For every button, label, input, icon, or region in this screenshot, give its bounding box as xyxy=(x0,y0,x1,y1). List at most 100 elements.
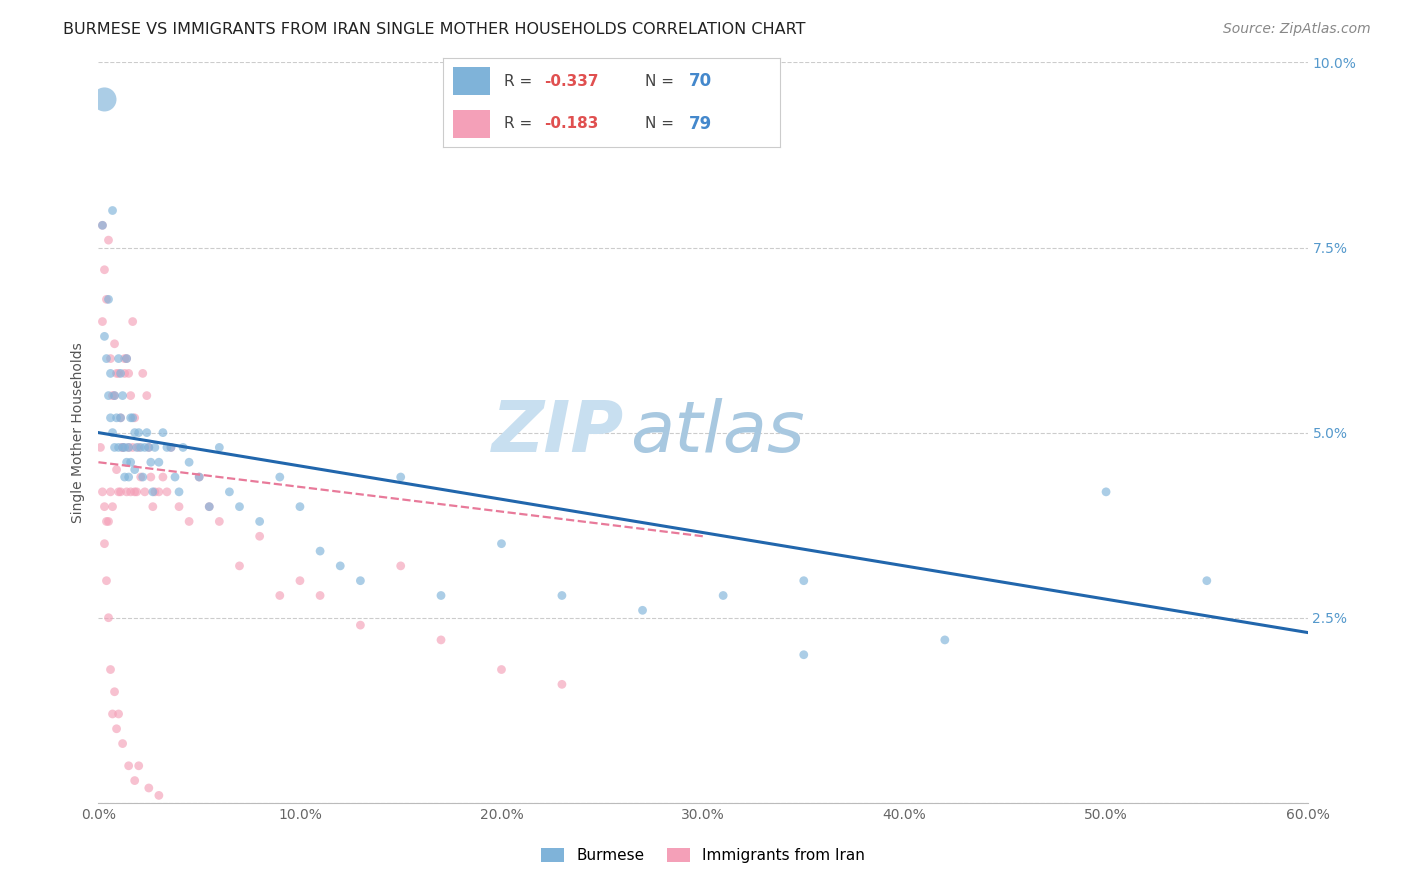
Point xyxy=(491,663,513,677)
Point xyxy=(152,425,174,440)
Point xyxy=(138,441,160,455)
Point xyxy=(93,500,115,514)
Point xyxy=(124,462,146,476)
Point xyxy=(491,536,513,550)
Point xyxy=(132,470,155,484)
Point xyxy=(111,441,134,455)
Point xyxy=(118,470,141,484)
Point xyxy=(97,233,120,247)
Point xyxy=(120,388,142,402)
Point xyxy=(120,484,142,499)
Point xyxy=(134,484,156,499)
Point xyxy=(142,500,165,514)
Point xyxy=(142,484,165,499)
Point xyxy=(105,722,128,736)
Point xyxy=(115,455,138,469)
Point xyxy=(167,500,190,514)
Point xyxy=(110,410,132,425)
Point xyxy=(188,470,211,484)
Point xyxy=(134,441,156,455)
Point xyxy=(551,677,574,691)
Point xyxy=(132,367,155,381)
Point xyxy=(269,470,291,484)
Point xyxy=(118,367,141,381)
Point xyxy=(103,685,125,699)
Point xyxy=(551,589,574,603)
Point xyxy=(100,663,122,677)
Point xyxy=(93,329,115,343)
Point xyxy=(1095,484,1118,499)
Point xyxy=(156,441,179,455)
Point xyxy=(139,470,162,484)
Point xyxy=(128,758,150,772)
Point xyxy=(110,367,132,381)
Text: ZIP: ZIP xyxy=(492,398,624,467)
Point xyxy=(138,441,160,455)
Point xyxy=(228,500,250,514)
Point xyxy=(228,558,250,573)
Point xyxy=(114,367,136,381)
Point xyxy=(167,484,190,499)
Point xyxy=(218,484,240,499)
Point xyxy=(129,441,152,455)
Point xyxy=(96,293,118,307)
Point xyxy=(107,706,129,721)
Point xyxy=(91,484,114,499)
Text: R =: R = xyxy=(503,74,537,88)
Point xyxy=(124,410,146,425)
Point xyxy=(118,758,141,772)
Point xyxy=(97,388,120,402)
Point xyxy=(97,515,120,529)
Text: atlas: atlas xyxy=(630,398,806,467)
Point xyxy=(288,500,311,514)
Point xyxy=(269,589,291,603)
Point xyxy=(100,410,122,425)
Point xyxy=(93,262,115,277)
Point xyxy=(163,470,186,484)
Point xyxy=(179,455,201,469)
Point xyxy=(111,441,134,455)
Point xyxy=(129,470,152,484)
Point xyxy=(110,484,132,499)
Text: -0.183: -0.183 xyxy=(544,117,599,131)
Point xyxy=(97,610,120,624)
Point xyxy=(107,351,129,366)
Point xyxy=(114,441,136,455)
Point xyxy=(389,470,412,484)
Point xyxy=(148,455,170,469)
Text: 79: 79 xyxy=(689,115,713,133)
Text: Source: ZipAtlas.com: Source: ZipAtlas.com xyxy=(1223,22,1371,37)
Point xyxy=(124,773,146,788)
Point xyxy=(101,203,124,218)
Point xyxy=(309,589,332,603)
Point xyxy=(288,574,311,588)
Point xyxy=(128,441,150,455)
Point xyxy=(711,589,734,603)
Point xyxy=(118,441,141,455)
Point xyxy=(125,484,148,499)
Point xyxy=(143,484,166,499)
Point xyxy=(148,789,170,803)
Text: R =: R = xyxy=(503,117,537,131)
Point xyxy=(208,515,231,529)
Point xyxy=(128,425,150,440)
Point xyxy=(139,455,162,469)
Legend: Burmese, Immigrants from Iran: Burmese, Immigrants from Iran xyxy=(534,842,872,869)
Point xyxy=(121,314,143,328)
Bar xyxy=(453,110,491,138)
Point xyxy=(793,574,815,588)
Point xyxy=(156,484,179,499)
Point xyxy=(103,388,125,402)
Point xyxy=(105,410,128,425)
Point xyxy=(135,425,157,440)
Point xyxy=(110,410,132,425)
Point xyxy=(138,780,160,795)
Point xyxy=(96,515,118,529)
Point xyxy=(198,500,221,514)
Point xyxy=(934,632,956,647)
Point xyxy=(160,441,183,455)
Y-axis label: Single Mother Households: Single Mother Households xyxy=(72,343,86,523)
Text: 70: 70 xyxy=(689,72,713,90)
Point xyxy=(249,529,271,543)
Point xyxy=(111,388,134,402)
